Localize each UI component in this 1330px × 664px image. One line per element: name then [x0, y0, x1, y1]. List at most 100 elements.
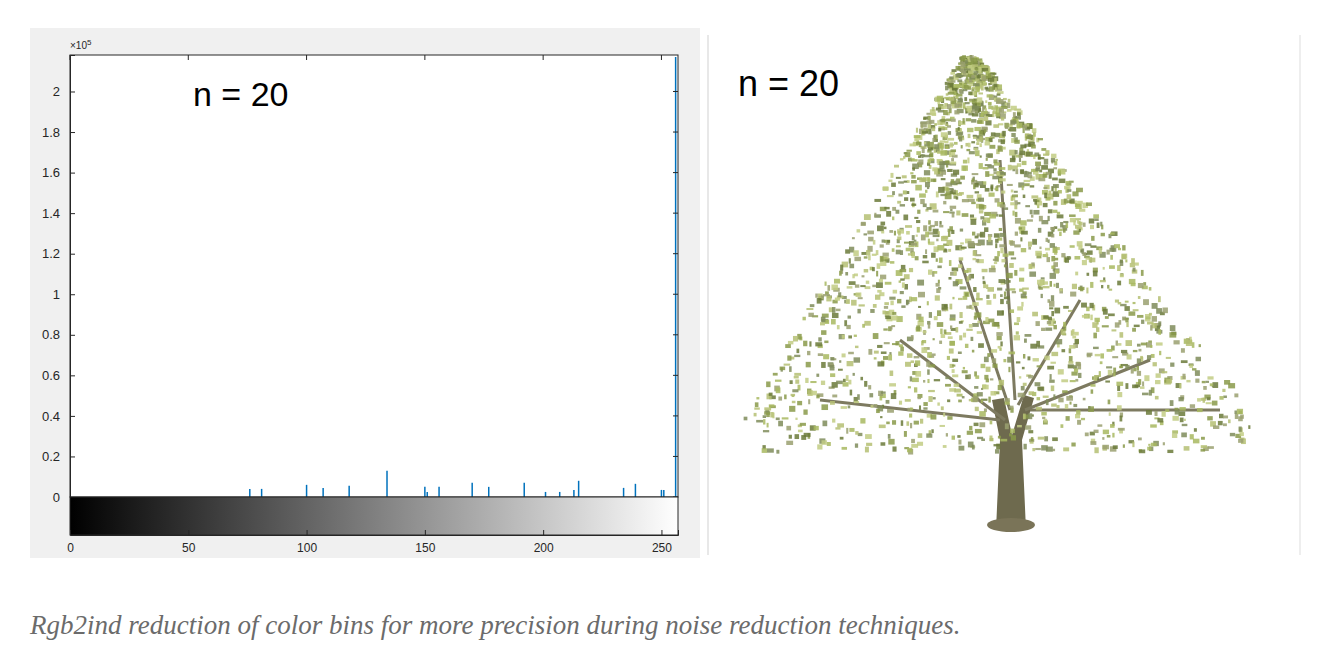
tree-leaf	[1212, 382, 1218, 388]
tree-leaf	[1093, 271, 1098, 277]
tree-leaf	[1022, 367, 1025, 369]
tree-leaf	[786, 441, 793, 445]
tree-leaf	[858, 297, 863, 299]
tree-leaf	[959, 257, 964, 260]
tree-leaf	[892, 191, 895, 195]
tree-leaf	[1120, 273, 1123, 276]
tree-leaf	[1019, 376, 1021, 378]
tree-leaf	[1094, 447, 1098, 453]
tree-leaf	[997, 310, 1004, 315]
tree-leaf	[911, 243, 917, 246]
tree-leaf	[851, 300, 857, 306]
chart-title: n = 20	[193, 75, 288, 113]
tree-leaf	[1060, 424, 1063, 428]
tree-leaf	[1138, 283, 1144, 288]
tree-leaf	[997, 94, 1001, 96]
tree-leaf	[985, 188, 990, 192]
tree-leaf	[948, 277, 951, 280]
tree-leaf	[988, 83, 990, 85]
tree-leaf	[1000, 439, 1007, 442]
tree-leaf	[1041, 412, 1047, 416]
tree-leaf	[795, 379, 799, 383]
tree-leaf	[955, 327, 958, 332]
tree-leaf	[1010, 288, 1015, 290]
tree-leaf	[1118, 343, 1122, 346]
tree-leaf	[949, 260, 952, 266]
tree-leaf	[1082, 260, 1087, 265]
tree-leaf	[1109, 289, 1113, 291]
tree-leaf	[972, 302, 979, 306]
tree-leaf	[1230, 433, 1235, 436]
tree-leaf	[966, 118, 971, 121]
exponent-power: 5	[87, 38, 92, 47]
tree-leaf	[887, 409, 894, 413]
tree-leaf	[985, 164, 992, 166]
tree-leaf	[975, 150, 980, 156]
tree-leaf	[978, 92, 983, 94]
tree-leaf	[951, 119, 956, 122]
tree-leaf	[1010, 309, 1015, 313]
y-tick: 0.6	[42, 368, 75, 383]
tree-leaf	[1113, 368, 1116, 374]
tree-leaf	[857, 309, 860, 314]
stem	[663, 490, 665, 497]
tree-leaf	[962, 118, 964, 124]
tree-leaf	[854, 357, 861, 362]
tree-leaf	[865, 434, 872, 439]
tree-leaf	[868, 255, 871, 260]
tree-leaf	[986, 158, 988, 161]
tree-leaf	[971, 141, 975, 143]
tree-leaf	[855, 431, 858, 435]
tree-leaf	[848, 316, 851, 319]
tree-leaf	[1079, 229, 1081, 232]
tree-leaf	[848, 405, 851, 408]
tree-leaf	[1041, 294, 1043, 298]
tree-leaf	[756, 420, 763, 423]
tree-leaf	[907, 353, 912, 358]
tree-leaf	[927, 352, 932, 358]
tree-leaf	[971, 306, 973, 309]
tree-leaf	[1000, 204, 1006, 207]
tree-leaf	[1053, 246, 1057, 252]
tree-leaf	[832, 419, 835, 423]
tree-leaf	[1083, 223, 1086, 227]
tree-leaf	[898, 351, 903, 355]
tree-leaf	[1106, 250, 1109, 255]
tree-leaf	[889, 352, 891, 355]
tree-leaf	[920, 122, 926, 127]
tree-leaf	[868, 349, 872, 355]
tree-leaf	[905, 152, 911, 157]
tree-leaf	[1150, 325, 1152, 330]
tree-leaf	[992, 176, 999, 180]
tree-leaf	[963, 367, 965, 369]
tree-leaf	[956, 178, 960, 182]
tree-leaf	[903, 215, 908, 221]
tree-leaf	[1051, 266, 1054, 269]
tree-leaf	[957, 79, 962, 82]
tree-leaf	[1057, 214, 1064, 218]
tree-leaf	[855, 346, 859, 348]
tree-leaf	[1219, 414, 1223, 418]
tree-leaf	[923, 331, 927, 334]
tree-leaf	[1008, 251, 1014, 255]
tree-leaf	[1069, 345, 1075, 349]
tree-leaf	[1090, 282, 1093, 288]
tree-leaf	[1172, 430, 1178, 433]
tree-leaf	[947, 399, 950, 402]
tree-leaf	[1078, 373, 1081, 378]
tree-leaf	[1137, 371, 1141, 376]
tree-leaf	[1020, 220, 1026, 225]
tree-leaf	[1045, 327, 1052, 330]
tree-leaf	[1058, 190, 1062, 193]
tree-leaf	[901, 305, 905, 308]
tree-leaf	[928, 396, 932, 402]
tree-leaf	[958, 440, 961, 445]
tree-leaf	[1117, 392, 1122, 397]
tree-leaf	[884, 227, 887, 230]
tree-leaf	[1020, 169, 1024, 174]
tree-leaf	[941, 334, 945, 338]
x-tick-label: 100	[297, 541, 317, 555]
tree-leaf	[795, 418, 797, 420]
tree-leaf	[1063, 447, 1069, 451]
tree-leaf	[1044, 356, 1049, 361]
